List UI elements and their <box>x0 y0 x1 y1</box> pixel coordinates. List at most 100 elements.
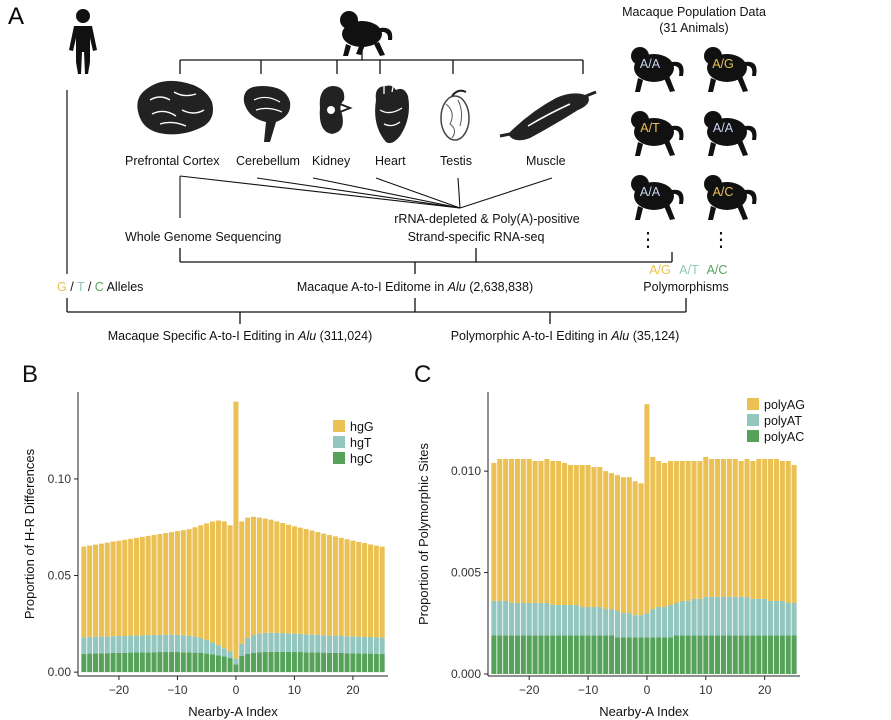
bar-polyac <box>544 635 550 674</box>
bar-hgt <box>93 636 99 654</box>
bar-polyag <box>614 475 621 612</box>
bar-hgg <box>315 532 321 635</box>
bars <box>491 404 797 674</box>
brain-icon <box>137 80 213 135</box>
bar-hgg <box>139 536 145 636</box>
bar-polyac <box>550 635 556 674</box>
legend-swatch-polyag <box>747 398 759 410</box>
polymorphisms-label: Polymorphisms <box>643 280 728 294</box>
bar-polyat <box>726 596 732 636</box>
bar-hgc <box>104 653 110 673</box>
bar-polyac <box>650 637 656 674</box>
bar-polyat <box>650 609 656 638</box>
bar-polyac <box>597 635 603 674</box>
bar-polyac <box>738 635 744 674</box>
bar-polyag <box>685 460 691 601</box>
bar-polyag <box>673 460 679 603</box>
x-tick-label: 20 <box>346 683 360 697</box>
bar-polyat <box>532 602 538 636</box>
bar-hgg <box>262 518 268 633</box>
specific-editing-alu: Alu <box>297 329 316 343</box>
x-tick-label: 0 <box>644 683 651 697</box>
bar-polyac <box>656 637 662 674</box>
bar-polyag <box>556 460 562 605</box>
poly-type-ac: A/C <box>707 263 728 277</box>
bar-hgc <box>256 652 262 673</box>
bar-hgt <box>373 637 379 654</box>
bar-polyac <box>709 635 715 674</box>
bar-hgg <box>233 401 239 659</box>
bar-hgt <box>256 633 262 653</box>
population-macaque-icon <box>631 175 684 220</box>
poly-type-at: A/T <box>679 263 699 277</box>
bar-polyag <box>756 458 762 599</box>
chart-c: C 0.000 0.005 0.010 −20 −10 0 10 20 Nearby-A Inde… <box>414 361 805 719</box>
bar-hgg <box>250 516 256 636</box>
allele-sep-2: / <box>84 280 94 294</box>
bar-hgg <box>163 533 169 635</box>
bar-hgc <box>332 652 338 673</box>
macaque-silhouette-icon <box>340 11 393 56</box>
bar-hgc <box>139 652 145 673</box>
bar-hgt <box>344 636 350 654</box>
bar-hgt <box>286 633 292 652</box>
bar-hgt <box>291 633 297 653</box>
bar-polyag <box>497 458 503 601</box>
bar-polyac <box>626 637 632 674</box>
bar-hgt <box>192 636 198 653</box>
bar-polyac <box>779 635 785 674</box>
bar-hgt <box>233 658 239 665</box>
bar-hgt <box>227 651 233 659</box>
bar-hgc <box>186 652 192 673</box>
bar-polyac <box>609 635 615 674</box>
bar-hgg <box>81 546 87 638</box>
bar-hgt <box>163 634 169 653</box>
bar-hgt <box>245 637 251 654</box>
polymorphism-types: A/G A/T A/C <box>649 263 727 277</box>
bar-polyag <box>715 458 721 597</box>
bar-hgg <box>291 526 297 634</box>
testis-icon <box>440 89 470 141</box>
bar-polyag <box>726 458 732 597</box>
bar-polyac <box>497 635 503 674</box>
bar-polyac <box>785 635 791 674</box>
bar-polyat <box>703 596 709 636</box>
bar-hgg <box>215 520 221 646</box>
bar-hgg <box>221 521 227 649</box>
bar-polyac <box>726 635 732 674</box>
editome-bracket <box>179 248 673 274</box>
bar-polyat <box>744 596 750 636</box>
bar-hgc <box>326 652 333 673</box>
bar-hgt <box>239 643 245 656</box>
bar-hgc <box>274 651 280 673</box>
bar-hgt <box>315 634 321 653</box>
panel-a: A <box>8 3 766 343</box>
bar-polyag <box>750 460 756 599</box>
bar-polyat <box>579 607 585 636</box>
bar-hgt <box>169 634 175 653</box>
population-macaque-icon <box>631 47 684 92</box>
bar-polyac <box>667 637 674 674</box>
bar-polyat <box>514 602 520 636</box>
heart-icon <box>375 81 409 144</box>
bar-polyat <box>732 596 738 636</box>
tissue-label-muscle: Muscle <box>526 154 566 168</box>
bar-polyat <box>685 600 691 636</box>
bar-polyac <box>567 635 573 674</box>
bar-polyat <box>503 600 509 636</box>
bar-polyag <box>544 458 550 603</box>
bar-hgg <box>338 537 344 636</box>
bar-hgc <box>87 653 93 673</box>
bar-polyat <box>762 598 768 636</box>
specific-editing-pre: Macaque Specific A-to-I Editing in <box>108 329 298 343</box>
bar-hgt <box>274 632 280 652</box>
bar-polyac <box>703 635 709 674</box>
bar-polyat <box>632 615 638 638</box>
bar-hgg <box>344 539 350 637</box>
bar-hgc <box>210 654 216 673</box>
polymorphic-editing-pre: Polymorphic A-to-I Editing in <box>451 329 612 343</box>
bar-polyac <box>532 635 538 674</box>
bar-hgc <box>379 653 385 673</box>
bar-polyat <box>779 600 785 636</box>
bar-hgg <box>379 546 385 638</box>
